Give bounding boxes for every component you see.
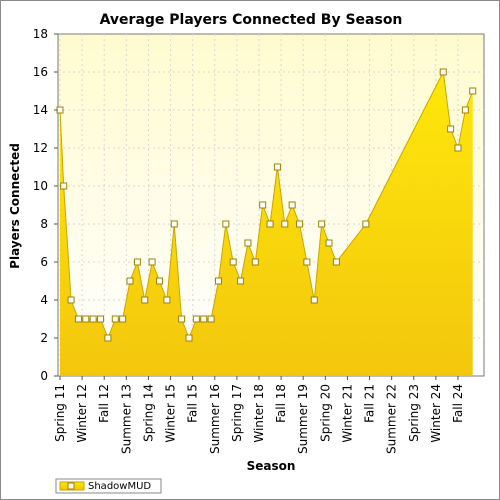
data-point-marker [266, 220, 274, 228]
x-tick-label: Fall 24 [451, 384, 465, 423]
data-point-marker [288, 201, 296, 209]
data-point-marker [310, 296, 318, 304]
data-point-marker [303, 258, 311, 266]
data-point-marker [237, 277, 245, 285]
data-point-marker [155, 277, 163, 285]
data-point-marker [296, 220, 304, 228]
data-point-marker [207, 315, 215, 323]
data-point-marker [141, 296, 149, 304]
data-point-marker [119, 315, 127, 323]
chart-title: Average Players Connected By Season [100, 12, 403, 28]
data-point-marker [273, 163, 281, 171]
x-tick-label: Summer 19 [296, 384, 310, 454]
data-point-marker [222, 220, 230, 228]
data-point-marker [461, 106, 469, 114]
x-tick-label: Fall 12 [97, 384, 111, 423]
data-point-marker [126, 277, 134, 285]
x-tick-label: Summer 13 [119, 384, 133, 454]
y-tick-label: 6 [40, 255, 48, 269]
data-point-marker [447, 125, 455, 133]
x-tick-label: Fall 21 [363, 384, 377, 423]
y-tick-label: 10 [33, 179, 48, 193]
x-axis-title: Season [247, 459, 296, 473]
data-point-marker [148, 258, 156, 266]
area-fill [60, 72, 473, 376]
data-point-marker [170, 220, 178, 228]
data-point-marker [325, 239, 333, 247]
data-point-marker [178, 315, 186, 323]
x-tick-label: Spring 20 [318, 384, 332, 442]
y-tick-label: 12 [33, 141, 48, 155]
x-tick-label: Summer 22 [385, 384, 399, 454]
data-point-marker [74, 315, 82, 323]
y-axis-title: Players Connected [8, 143, 22, 269]
data-point-marker [60, 182, 68, 190]
x-tick-label: Winter 24 [429, 384, 443, 443]
y-tick-label: 16 [33, 65, 48, 79]
legend-marker [67, 482, 75, 490]
data-point-marker [163, 296, 171, 304]
x-tick-label: Winter 15 [164, 384, 178, 443]
data-point-marker [192, 315, 200, 323]
data-point-marker [89, 315, 97, 323]
x-tick-label: Fall 15 [186, 384, 200, 423]
data-markers [56, 68, 477, 342]
y-tick-label: 8 [40, 217, 48, 231]
x-tick-label: Winter 18 [252, 384, 266, 443]
y-tick-label: 0 [40, 369, 48, 383]
data-point-marker [111, 315, 119, 323]
data-point-marker [332, 258, 340, 266]
data-point-marker [229, 258, 237, 266]
data-point-marker [281, 220, 289, 228]
y-axis-ticks: 0 2 4 6 8 10 12 14 16 18 [33, 27, 58, 383]
data-point-marker [259, 201, 267, 209]
data-point-marker [244, 239, 252, 247]
x-tick-label: Spring 11 [53, 384, 67, 442]
data-point-marker [318, 220, 326, 228]
x-tick-label: Winter 12 [75, 384, 89, 443]
legend-label: ShadowMUD [88, 481, 151, 492]
data-point-marker [104, 334, 112, 342]
x-tick-label: Spring 14 [141, 384, 155, 442]
data-point-marker [362, 220, 370, 228]
x-axis-ticks: Spring 11 Winter 12 Fall 12 Summer 13 Spring… [53, 376, 465, 454]
y-tick-label: 4 [40, 293, 48, 307]
data-point-marker [67, 296, 75, 304]
data-point-marker [251, 258, 259, 266]
data-point-marker [439, 68, 447, 76]
data-point-marker [97, 315, 105, 323]
x-tick-label: Fall 18 [274, 384, 288, 423]
x-tick-label: Spring 23 [407, 384, 421, 442]
data-point-marker [214, 277, 222, 285]
data-point-marker [469, 87, 477, 95]
data-point-marker [82, 315, 90, 323]
data-point-marker [200, 315, 208, 323]
y-tick-label: 14 [33, 103, 48, 117]
y-tick-label: 2 [40, 331, 48, 345]
x-tick-label: Spring 17 [230, 384, 244, 442]
data-point-marker [185, 334, 193, 342]
y-tick-label: 18 [33, 27, 48, 41]
legend: ShadowMUD [55, 478, 162, 494]
x-tick-label: Summer 16 [208, 384, 222, 454]
x-tick-label: Winter 21 [340, 384, 354, 443]
data-point-marker [454, 144, 462, 152]
data-point-marker [133, 258, 141, 266]
